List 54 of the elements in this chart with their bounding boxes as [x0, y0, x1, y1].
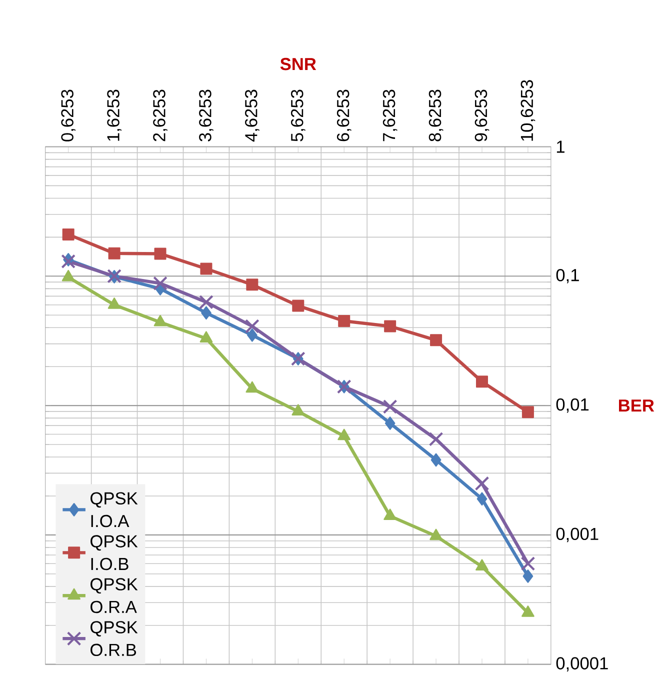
point	[428, 432, 444, 446]
x-tick-label: 2,6253	[153, 90, 168, 142]
y-tick-label: 0,01	[556, 398, 589, 413]
point	[384, 416, 396, 430]
x-tick-label: 8,6253	[428, 90, 444, 142]
point	[244, 319, 260, 334]
y-tick-label: 0,0001	[556, 657, 608, 672]
point	[246, 381, 259, 393]
point	[201, 306, 212, 320]
x-tick-label: 5,6253	[290, 90, 306, 142]
point	[246, 278, 258, 291]
y-tick-label: 1	[556, 140, 564, 153]
x-tick-label: 7,6253	[382, 90, 398, 142]
point	[108, 247, 120, 260]
y-tick-label: 0,1	[556, 268, 579, 284]
point	[382, 399, 398, 414]
point	[154, 248, 166, 260]
point	[430, 453, 442, 467]
legend-label: QPSK O.R.B	[90, 621, 138, 656]
point	[522, 406, 534, 418]
point	[522, 606, 534, 617]
y-axis-title: BER	[619, 400, 654, 412]
x-tick-label: 9,6253	[474, 90, 490, 142]
point	[61, 254, 76, 269]
legend-label: QPSK I.O.B	[90, 535, 138, 570]
legend-label: QPSK I.O.A	[90, 492, 138, 528]
x-tick-label: 0,6253	[61, 90, 76, 142]
point	[338, 315, 350, 328]
point	[153, 276, 168, 291]
point	[247, 328, 258, 342]
x-tick-label: 1,6253	[107, 90, 122, 141]
point	[430, 528, 442, 540]
point	[474, 476, 490, 491]
y-tick-label: 0,001	[556, 528, 598, 542]
x-tick-label: 4,6253	[245, 90, 260, 142]
point	[476, 492, 488, 506]
point	[430, 334, 442, 346]
point	[292, 300, 304, 312]
point	[62, 228, 74, 240]
point	[522, 570, 534, 583]
point	[476, 559, 488, 571]
x-tick-label: 10,6253	[520, 80, 536, 141]
point	[520, 556, 536, 571]
point	[384, 320, 396, 332]
x-tick-label: 6,6253	[336, 90, 352, 142]
point	[384, 508, 397, 520]
point	[200, 262, 212, 275]
x-axis-title: SNR	[280, 58, 316, 70]
point	[338, 428, 351, 440]
point	[476, 376, 488, 388]
legend-label: QPSK O.R.A	[90, 578, 138, 614]
x-tick-label: 3,6253	[199, 90, 214, 142]
point	[292, 404, 305, 416]
point	[199, 294, 214, 310]
